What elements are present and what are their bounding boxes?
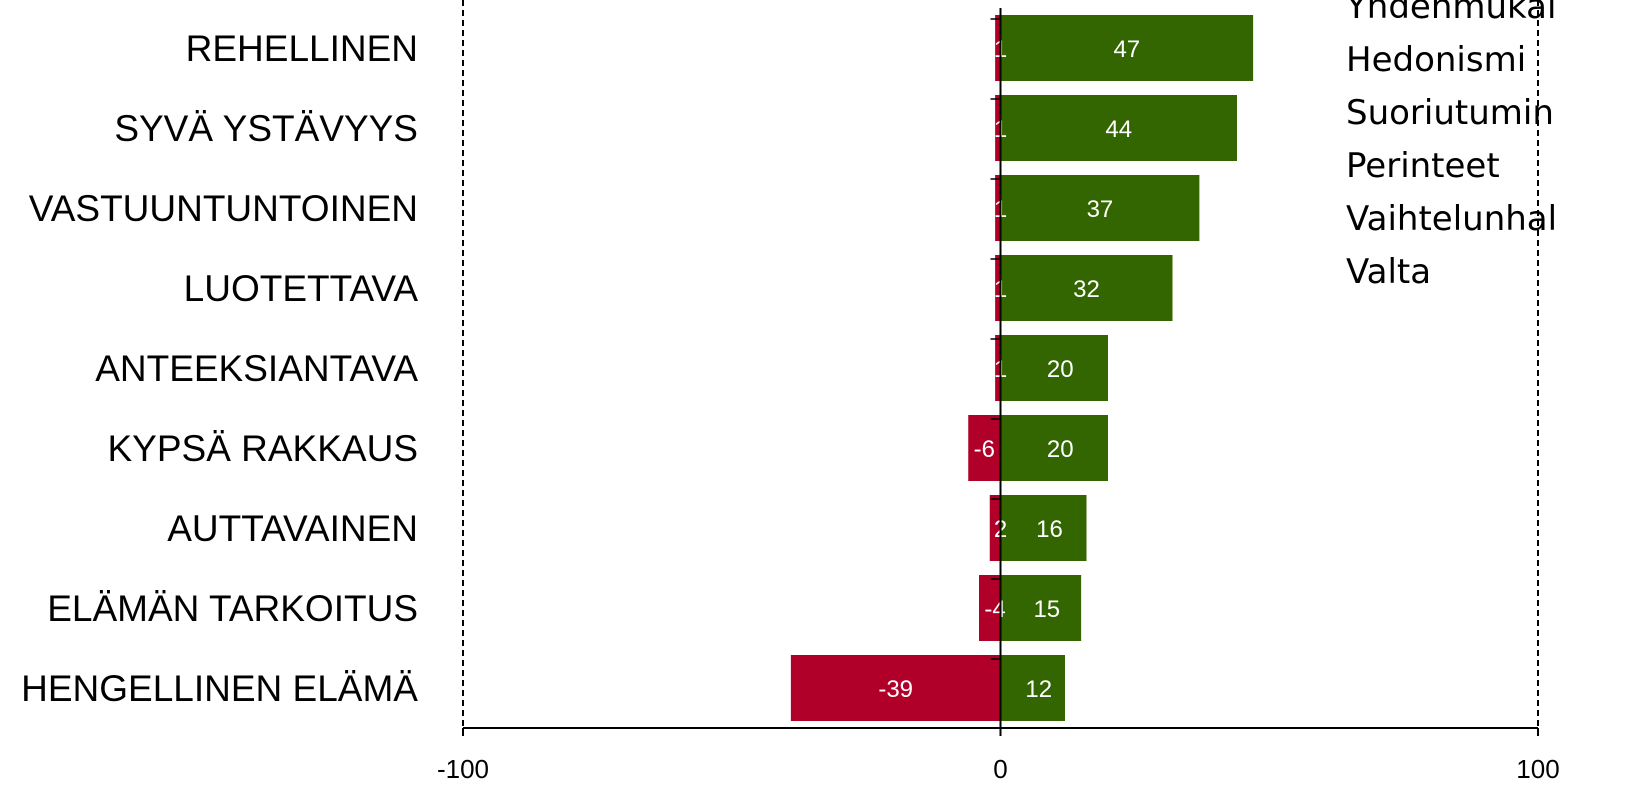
category-label: VASTUUNTUNTOINEN (29, 188, 418, 229)
data-label-positive: 20 (1047, 356, 1074, 383)
bar-negative (995, 335, 1001, 401)
category-label: AUTTAVAINEN (167, 508, 418, 549)
legend-item: Suoriutumin (1346, 93, 1554, 133)
bar-negative (995, 15, 1001, 81)
category-label: ANTEEKSIANTAVA (95, 348, 418, 389)
bar-positive (1000, 495, 1087, 561)
bar-positive (1000, 655, 1065, 721)
bar-positive (1000, 95, 1237, 161)
legend-item: Vaihtelunhal (1346, 199, 1557, 239)
category-label: ELÄMÄN TARKOITUS (47, 588, 418, 629)
category-label: REHELLINEN (186, 28, 418, 69)
data-label-negative: -6 (974, 436, 995, 463)
legend-item: Yhdenmukai (1345, 0, 1556, 27)
x-tick-label: 0 (993, 754, 1007, 784)
bar-positive (1000, 15, 1254, 81)
bar-positive (1000, 335, 1108, 401)
category-label: LUOTETTAVA (184, 268, 419, 309)
legend-item: Perinteet (1346, 146, 1500, 186)
data-label-positive: 12 (1025, 676, 1052, 703)
bar-positive (1000, 255, 1173, 321)
bar-positive (1000, 575, 1082, 641)
bar-negative (968, 415, 1001, 481)
bar-positive (1000, 415, 1108, 481)
bar-positive (1000, 175, 1200, 241)
data-label-positive: 44 (1105, 116, 1132, 143)
category-label: KYPSÄ RAKKAUS (107, 428, 418, 469)
category-label: HENGELLINEN ELÄMÄ (21, 668, 418, 709)
category-label: SYVÄ YSTÄVYYS (114, 108, 418, 149)
data-label-positive: 47 (1113, 36, 1140, 63)
data-label-positive: 16 (1036, 516, 1063, 543)
bar-negative (995, 95, 1001, 161)
data-label-positive: 37 (1087, 196, 1114, 223)
data-label-positive: 15 (1033, 596, 1060, 623)
x-tick-label: 100 (1516, 754, 1559, 784)
bar-negative (979, 575, 1001, 641)
data-label-positive: 32 (1073, 276, 1100, 303)
data-label-positive: 20 (1047, 436, 1074, 463)
data-label-negative: -4 (984, 596, 1005, 623)
data-label-negative: -39 (878, 676, 913, 703)
bar-negative (995, 175, 1001, 241)
bar-negative (989, 495, 1001, 561)
legend-item: Valta (1346, 252, 1431, 292)
legend-item: Hedonismi (1346, 40, 1526, 80)
bar-negative (995, 255, 1001, 321)
bar-negative (790, 655, 1001, 721)
x-tick-label: -100 (437, 754, 489, 784)
